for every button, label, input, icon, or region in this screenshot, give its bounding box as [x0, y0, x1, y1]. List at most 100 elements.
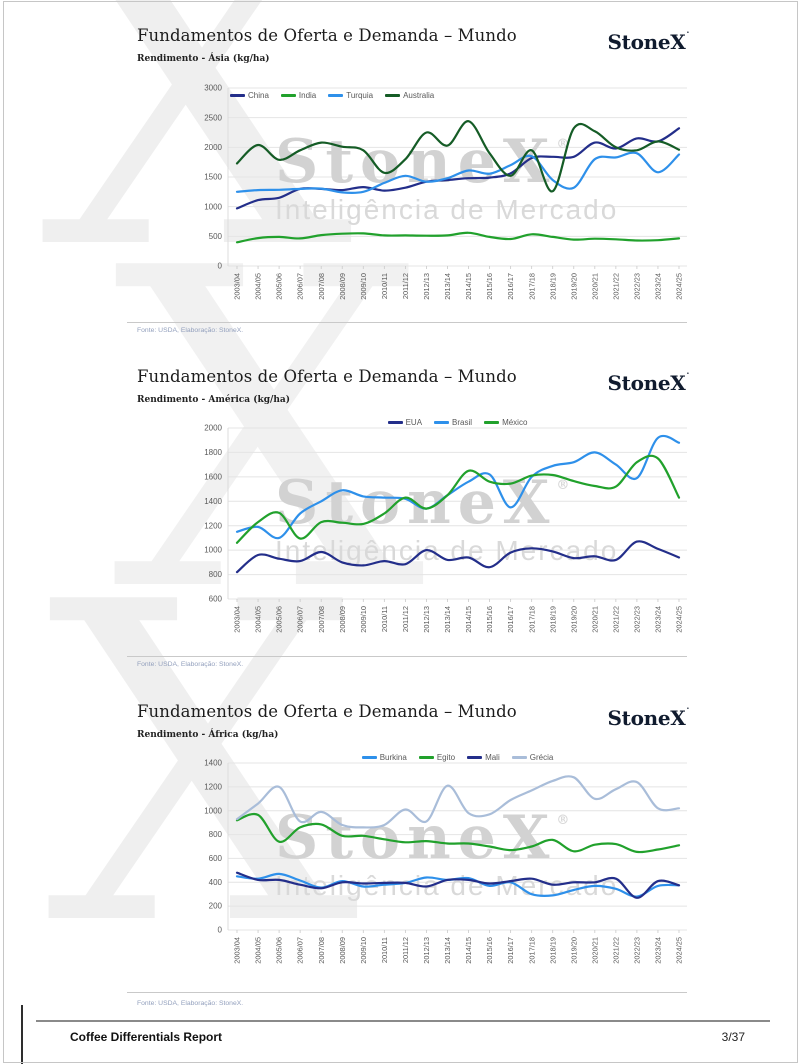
chart-area-america: 600 800 1000 1200 1400 1600 1800 2000 2003/04 200… — [123, 355, 690, 680]
legend-label: Turquia — [346, 91, 374, 100]
legend-item-Egito: Egito — [418, 753, 456, 762]
svg-text:2005/06: 2005/06 — [275, 273, 284, 300]
svg-text:2022/23: 2022/23 — [633, 937, 642, 964]
svg-text:2020/21: 2020/21 — [590, 937, 599, 964]
svg-text:2019/20: 2019/20 — [569, 606, 578, 633]
legend-item-Australia: Australia — [385, 91, 434, 100]
trademark-dot: · — [686, 703, 690, 713]
legend-item-India: India — [280, 91, 317, 100]
svg-text:2021/22: 2021/22 — [611, 937, 620, 964]
stonex-logo-text: StoneX — [607, 30, 686, 54]
svg-text:2018/19: 2018/19 — [548, 606, 557, 633]
chart-title: Fundamentos de Oferta e Demanda – Mundo — [137, 367, 517, 386]
legend-line-icon — [467, 756, 483, 759]
legend-label: Burkina — [379, 753, 407, 762]
background-x-watermark: X — [112, 176, 426, 688]
legend-item-México: México — [484, 418, 527, 427]
legend-item-Turquia: Turquia — [328, 91, 373, 100]
legend-label: Mali — [485, 753, 500, 762]
chart-card-america: Fundamentos de Oferta e Demanda – Mundo … — [123, 355, 690, 680]
svg-text:600: 600 — [209, 854, 223, 863]
svg-text:1600: 1600 — [204, 472, 222, 481]
stonex-logo-text: StoneX — [607, 371, 686, 395]
svg-text:2003/04: 2003/04 — [233, 606, 242, 633]
footer-report-title: Coffee Differentials Report — [70, 1030, 223, 1044]
footer-page-number: 3/37 — [721, 1030, 745, 1044]
svg-text:2010/11: 2010/11 — [380, 937, 389, 963]
svg-text:2012/13: 2012/13 — [422, 273, 431, 300]
svg-text:2006/07: 2006/07 — [296, 273, 305, 300]
series-line-México — [235, 454, 681, 544]
svg-text:2000: 2000 — [204, 424, 222, 433]
legend-label: EUA — [405, 418, 423, 427]
svg-text:1000: 1000 — [204, 202, 222, 211]
svg-text:1400: 1400 — [204, 497, 222, 506]
svg-text:2005/06: 2005/06 — [275, 606, 284, 633]
legend-label: Grécia — [529, 753, 554, 762]
svg-text:2004/05: 2004/05 — [254, 937, 263, 964]
svg-text:2013/14: 2013/14 — [443, 273, 452, 300]
chart-area-africa: 0 200 400 600 800 1000 1200 1400 2003/04 2004/05 2… — [123, 690, 690, 1020]
legend-item-Mali: Mali — [467, 753, 500, 762]
svg-text:2006/07: 2006/07 — [296, 606, 305, 633]
trademark-dot: · — [686, 27, 690, 37]
svg-text:2022/23: 2022/23 — [633, 606, 642, 633]
footer-left-rule — [21, 1005, 23, 1064]
svg-text:2014/15: 2014/15 — [464, 273, 473, 300]
svg-text:2023/24: 2023/24 — [654, 937, 663, 964]
svg-text:2017/18: 2017/18 — [527, 606, 536, 633]
svg-text:1800: 1800 — [204, 448, 222, 457]
card-divider — [127, 656, 687, 657]
svg-text:2004/05: 2004/05 — [254, 273, 263, 300]
svg-text:2022/23: 2022/23 — [633, 273, 642, 300]
stonex-logo: StoneX· — [607, 703, 689, 730]
legend-line-icon — [385, 94, 401, 97]
svg-text:2007/08: 2007/08 — [317, 937, 326, 964]
svg-text:400: 400 — [209, 878, 223, 887]
legend-label: Brasil — [452, 418, 473, 427]
svg-text:2011/12: 2011/12 — [401, 273, 410, 299]
svg-text:1400: 1400 — [204, 759, 222, 768]
stonex-logo: StoneX· — [607, 368, 689, 395]
source-note: Fonte: USDA, Elaboração: StoneX. — [137, 661, 244, 668]
card-divider — [127, 322, 687, 323]
legend-line-icon — [361, 756, 377, 759]
svg-text:2023/24: 2023/24 — [654, 606, 663, 633]
svg-text:2015/16: 2015/16 — [485, 273, 494, 300]
chart-grid-svg: 0 500 1000 1500 2000 2500 3000 2003/04 2004/05 20… — [204, 84, 687, 300]
svg-text:3000: 3000 — [204, 84, 222, 93]
legend-line-icon — [328, 94, 344, 97]
svg-text:2009/10: 2009/10 — [359, 606, 368, 633]
chart-grid-svg: 600 800 1000 1200 1400 1600 1800 2000 2003/04 200… — [204, 424, 687, 633]
svg-text:2013/14: 2013/14 — [443, 606, 452, 633]
legend-label: Australia — [403, 91, 435, 100]
svg-text:2012/13: 2012/13 — [422, 937, 431, 964]
stonex-logo: StoneX· — [607, 27, 689, 54]
svg-text:2016/17: 2016/17 — [506, 606, 515, 633]
legend-label: India — [298, 91, 317, 100]
svg-text:2012/13: 2012/13 — [422, 606, 431, 633]
legend-line-icon — [434, 421, 450, 424]
svg-text:2024/25: 2024/25 — [675, 606, 684, 633]
legend-label: Egito — [436, 753, 456, 762]
svg-text:1200: 1200 — [204, 782, 222, 791]
svg-text:1500: 1500 — [204, 173, 222, 182]
legend-line-icon — [387, 421, 403, 424]
series-line-Turquia — [235, 151, 681, 195]
svg-text:0: 0 — [218, 926, 223, 935]
svg-text:1000: 1000 — [204, 806, 222, 815]
chart-card-africa: Fundamentos de Oferta e Demanda – Mundo … — [123, 690, 690, 1020]
legend-line-icon — [230, 94, 245, 97]
card-divider — [127, 992, 687, 993]
svg-text:2007/08: 2007/08 — [317, 606, 326, 633]
series-line-EUA — [235, 540, 681, 574]
chart-area-asia: 0 500 1000 1500 2000 2500 3000 2003/04 2004/05 20… — [123, 14, 690, 346]
svg-text:2015/16: 2015/16 — [485, 937, 494, 964]
legend-line-icon — [418, 756, 434, 759]
svg-text:600: 600 — [209, 595, 223, 604]
svg-text:2010/11: 2010/11 — [380, 606, 389, 632]
svg-text:2016/17: 2016/17 — [506, 273, 515, 300]
svg-text:2017/18: 2017/18 — [527, 937, 536, 964]
series-line-Brasil — [235, 434, 681, 540]
